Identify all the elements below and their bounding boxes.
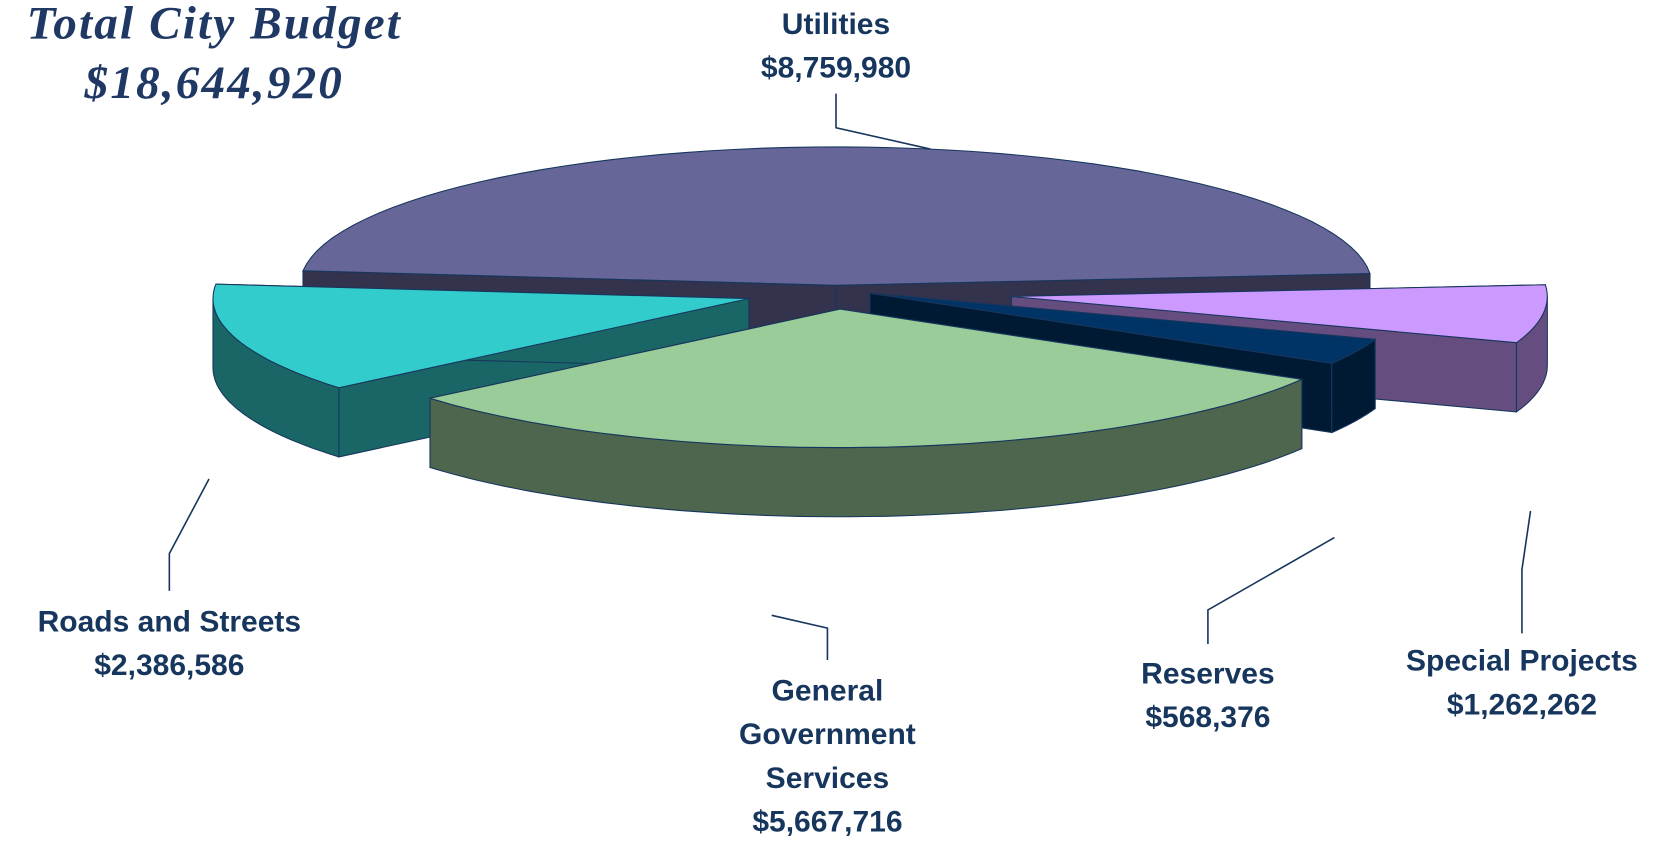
slice-top <box>869 292 1377 364</box>
data-label: Reserves $568,376 <box>1069 652 1348 739</box>
pie <box>212 146 1548 518</box>
category-label: Roads and Streets <box>37 604 302 638</box>
leader-line <box>835 93 931 150</box>
value-label: $5,667,716 <box>752 804 903 838</box>
leader-line <box>1207 536 1335 645</box>
category-label: General Government Services <box>739 673 916 795</box>
label-box: Special Projects $1,262,262 <box>1361 639 1672 726</box>
label-box: Reserves $568,376 <box>1069 652 1348 739</box>
chart-title: Total City Budget <box>27 0 402 49</box>
leader-line <box>771 614 829 661</box>
slice-top <box>212 283 749 389</box>
label-box: General Government Services $5,667,716 <box>688 669 967 841</box>
label-box: Roads and Streets $2,386,586 <box>0 599 352 686</box>
slice-top <box>1011 284 1548 344</box>
category-label: Reserves <box>1141 656 1275 690</box>
label-box: Utilities $8,759,980 <box>665 2 1008 89</box>
data-label: Roads and Streets $2,386,586 <box>0 599 352 686</box>
category-label: Utilities <box>781 7 891 41</box>
category-label: Special Projects <box>1406 644 1638 678</box>
value-label: $568,376 <box>1145 700 1271 734</box>
data-label: Special Projects $1,262,262 <box>1361 639 1672 726</box>
chart-subtitle: $18,644,920 <box>84 57 344 109</box>
data-label: General Government Services $5,667,716 <box>688 669 967 841</box>
value-label: $8,759,980 <box>760 51 912 85</box>
value-label: $2,386,586 <box>94 648 245 682</box>
leader-line <box>1521 510 1532 634</box>
leader-line <box>168 478 210 591</box>
leader-lines <box>168 93 1532 661</box>
slice-top <box>429 308 1304 449</box>
slice-top <box>302 146 1371 286</box>
slice <box>429 308 1304 518</box>
data-label: Utilities $8,759,980 <box>665 2 1008 89</box>
value-label: $1,262,262 <box>1446 687 1598 721</box>
